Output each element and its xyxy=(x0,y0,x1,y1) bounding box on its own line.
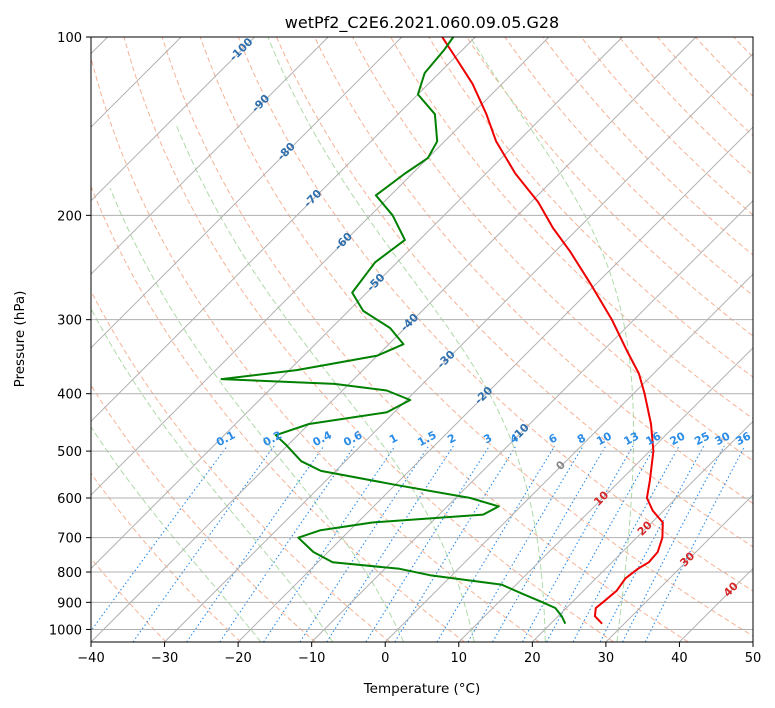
mixing-ratio-line xyxy=(186,445,325,642)
y-tick-label: 500 xyxy=(57,445,82,460)
plot-frame xyxy=(90,36,754,643)
y-tick-label: 100 xyxy=(57,31,82,46)
isotherm-gridline xyxy=(91,37,403,349)
x-tick-label: −40 xyxy=(77,651,104,666)
mixing-ratio-label: 10 xyxy=(594,429,614,448)
dry-adiabat xyxy=(314,37,753,505)
moist-adiabat xyxy=(91,307,334,642)
mixing-ratio-label: 13 xyxy=(622,429,642,448)
moist-adiabat xyxy=(267,37,546,642)
mixing-ratio-line xyxy=(522,445,634,642)
y-tick-label: 1000 xyxy=(49,623,82,638)
y-tick-label: 200 xyxy=(57,209,82,224)
dry-adiabat xyxy=(91,185,465,642)
x-tick-label: 40 xyxy=(671,651,688,666)
isotherm-gridline xyxy=(311,199,753,642)
dry-adiabat xyxy=(91,384,316,642)
mixing-ratio-line xyxy=(467,445,584,642)
y-tick-label: 300 xyxy=(57,314,82,329)
dry-adiabat xyxy=(91,557,167,642)
isotherm-gridline xyxy=(91,37,623,570)
dry-adiabat xyxy=(161,37,689,642)
dry-adiabat xyxy=(91,472,242,642)
x-tick-label: 10 xyxy=(451,651,468,666)
mixing-ratio-line xyxy=(299,445,430,642)
dry-adiabat xyxy=(275,37,753,548)
dewpoint-profile xyxy=(220,37,567,625)
x-tick-label: 0 xyxy=(381,651,389,666)
dry-adiabat xyxy=(199,37,753,637)
isotherm-gridline xyxy=(237,126,753,642)
axes: −40 −30 −20 −10 0 10 20 30 40 50 100 200 300 400 500 60… xyxy=(49,31,761,666)
dry-adiabat xyxy=(91,55,540,642)
y-tick-label: 600 xyxy=(57,492,82,507)
x-axis-label: Temperature (°C) xyxy=(363,681,481,697)
mixing-ratio-line xyxy=(219,445,356,642)
mixing-ratio-line xyxy=(644,445,746,642)
x-tick-label: 20 xyxy=(524,651,541,666)
x-tick-label: −10 xyxy=(298,651,325,666)
isotherm-gridline xyxy=(91,37,476,423)
dry-adiabat xyxy=(352,37,753,462)
dry-adiabat xyxy=(390,37,753,420)
x-tick-label: −30 xyxy=(151,651,178,666)
temperature-profile xyxy=(441,37,664,625)
isotherm-gridline xyxy=(91,37,697,642)
isotherm-gridline xyxy=(164,52,753,642)
y-axis-label: Pressure (hPa) xyxy=(12,291,28,388)
x-tick-label: −20 xyxy=(224,651,251,666)
y-tick-label: 900 xyxy=(57,596,82,611)
moist-adiabat xyxy=(175,123,475,642)
isotherm-gridline xyxy=(91,37,256,202)
mixing-ratio-line xyxy=(263,445,396,642)
moist-adiabat xyxy=(91,426,262,642)
isotherm-gridline xyxy=(458,347,753,642)
mixing-ratio-label: 20 xyxy=(668,429,688,448)
isotherm-gridline xyxy=(384,273,753,642)
isotherm-gridline xyxy=(605,494,753,642)
plot-area xyxy=(91,37,753,642)
mixing-ratio-label: 30 xyxy=(713,429,733,448)
x-tick-label: 30 xyxy=(598,651,615,666)
y-tick-label: 400 xyxy=(57,388,82,403)
mixing-ratio-line xyxy=(326,445,454,642)
mixing-ratio-line xyxy=(436,445,556,642)
dry-adiabat xyxy=(91,290,391,642)
mixing-ratio-label: 25 xyxy=(692,429,712,448)
x-tick-label: 50 xyxy=(745,651,762,666)
dry-adiabat xyxy=(428,37,753,378)
mixing-ratio-label: 36 xyxy=(733,429,753,448)
dry-adiabat xyxy=(237,37,753,592)
isotherm-gridline xyxy=(91,37,329,275)
isotherm-gridline xyxy=(91,37,550,496)
y-tick-label: 700 xyxy=(57,532,82,547)
dry-adiabat xyxy=(123,37,614,642)
dry-adiabat xyxy=(504,37,753,297)
mixing-ratio-line xyxy=(132,445,275,642)
mixing-ratio-label: 16 xyxy=(644,429,664,448)
mixing-ratio-line xyxy=(622,445,725,642)
isotherm-gridline xyxy=(531,420,753,642)
mixing-ratio-line xyxy=(546,445,656,642)
chart-title: wetPf2_C2E6.2021.060.09.05.G28 xyxy=(285,13,559,33)
y-tick-label: 800 xyxy=(57,566,82,581)
mixing-ratio-line xyxy=(365,445,490,642)
moist-adiabat xyxy=(109,188,405,642)
